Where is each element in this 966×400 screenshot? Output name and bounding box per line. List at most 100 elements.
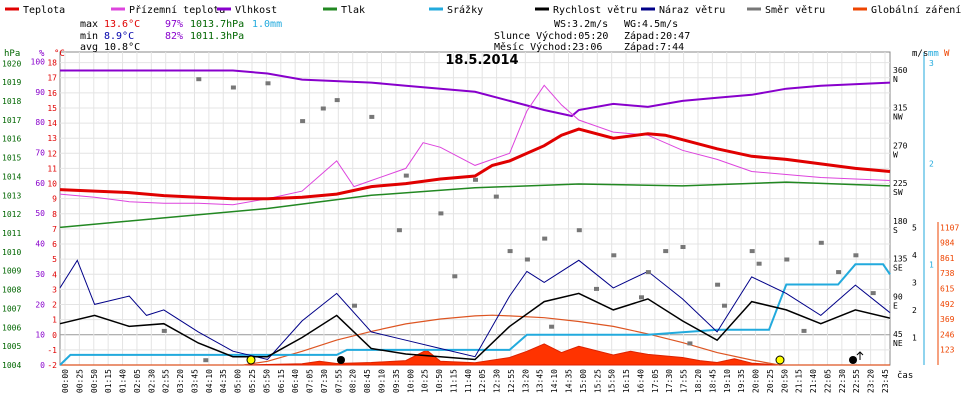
stat-max-label: max (80, 19, 98, 30)
pct-tick-label: 20 (35, 300, 45, 309)
x-tick-label: 07:30 (320, 369, 329, 393)
x-tick-label: 10:25 (421, 369, 430, 393)
wind-direction-point (452, 274, 458, 279)
wind-direction-point (438, 211, 444, 216)
temp-tick-label: -1 (47, 346, 57, 355)
stat-max-press: 1013.7hPa (190, 19, 244, 30)
wind-direction-point (715, 282, 721, 287)
temp-tick-label: 11 (47, 164, 57, 173)
w-tick-label: 984 (940, 239, 955, 248)
x-tick-label: 17:55 (680, 369, 689, 393)
dir-tick-letter: NE (893, 339, 903, 348)
temp-tick-label: 15 (47, 104, 57, 113)
x-tick-label: 05:25 (248, 369, 257, 393)
temp-tick-label: 13 (47, 134, 57, 143)
wind-direction-point (687, 341, 693, 346)
ms-tick-label: 2 (912, 306, 917, 315)
legend-label: Náraz větru (659, 4, 725, 16)
hpa-tick-label: 1004 (2, 361, 21, 370)
pct-tick-label: 30 (35, 270, 45, 279)
x-axis-title: čas (897, 370, 913, 381)
x-tick-label: 16:40 (636, 369, 645, 393)
ms-tick-label: 5 (912, 223, 917, 232)
x-tick-label: 05:00 (234, 369, 243, 393)
series-humidity (60, 69, 891, 118)
wind-direction-point (507, 249, 513, 254)
hpa-tick-label: 1012 (2, 210, 21, 219)
moonrise-marker (849, 356, 857, 364)
wind-ws: WS:3.2m/s (554, 19, 608, 30)
x-tick-label: 09:10 (377, 369, 386, 393)
hpa-tick-label: 1018 (2, 97, 21, 106)
x-tick-label: 06:40 (291, 369, 300, 393)
x-tick-label: 06:15 (277, 369, 286, 393)
legend-label: Směr větru (765, 4, 825, 16)
mm-axis-title: mm (928, 49, 939, 59)
temp-tick-label: 3 (52, 285, 57, 294)
series-temperature (59, 127, 891, 201)
x-tick-label: 11:40 (464, 369, 473, 393)
x-tick-label: 13:45 (536, 369, 545, 393)
hpa-tick-label: 1006 (2, 323, 21, 332)
x-tick-label: 01:40 (119, 369, 128, 393)
wind-direction-point (722, 303, 727, 308)
x-tick-label: 08:45 (363, 369, 372, 393)
legend-label: Tlak (341, 5, 365, 16)
series-ground-temperature (59, 84, 891, 206)
dir-tick-label: 360 (893, 66, 908, 75)
moon-rise: Měsíc Východ:23:06 (494, 41, 602, 53)
sunset-marker (775, 355, 785, 365)
x-tick-label: 18:20 (694, 369, 703, 393)
x-tick-label: 10:50 (435, 369, 444, 393)
ms-tick-label: 4 (912, 251, 917, 260)
moonrise-arrow-icon (856, 351, 864, 360)
temp-tick-label: 14 (47, 119, 57, 128)
dir-tick-label: 225 (893, 179, 908, 188)
w-tick-label: 615 (940, 284, 955, 293)
grid (60, 52, 890, 366)
hpa-tick-label: 1020 (2, 59, 21, 68)
hpa-tick-label: 1016 (2, 135, 21, 144)
w-tick-label: 492 (940, 300, 955, 309)
pct-tick-label: 90 (35, 88, 45, 97)
wind-direction-point (818, 240, 824, 245)
x-tick-label: 16:15 (622, 369, 631, 393)
astro-block: WS:3.2m/s WG:4.5m/s Slunce Východ:05:20 … (494, 19, 690, 53)
wind-direction-point (369, 114, 375, 119)
series-pressure (59, 181, 891, 229)
x-tick-label: 22:55 (852, 369, 861, 393)
wind-direction-point (870, 291, 876, 296)
temp-tick-label: 2 (52, 301, 57, 310)
stat-min-temp: 8.9°C (104, 31, 134, 42)
x-tick-label: 17:30 (665, 369, 674, 393)
wind-direction-point (203, 358, 209, 363)
pct-tick-label: 0 (40, 361, 45, 370)
x-tick-label: 19:10 (723, 369, 732, 393)
x-tick-label: 00:50 (90, 369, 99, 393)
w-tick-label: 123 (940, 346, 955, 355)
dir-tick-label: 270 (893, 141, 908, 150)
x-tick-label: 18:45 (708, 369, 717, 393)
sun-moon-markers (246, 351, 864, 365)
wind-direction-point (784, 257, 790, 262)
stat-avg-temp: 10.8°C (104, 42, 140, 53)
pct-tick-label: 60 (35, 179, 45, 188)
legend-label: Teplota (23, 5, 65, 16)
wind-direction-point (853, 253, 859, 258)
x-tick-label: 15:25 (593, 369, 602, 393)
pct-axis-title: % (39, 49, 45, 59)
dir-tick-label: 90 (893, 292, 903, 301)
wind-direction-point (196, 77, 202, 82)
wind-direction-point (352, 303, 357, 308)
dir-tick-letter: N (893, 75, 898, 84)
wind-direction-point (542, 236, 548, 241)
moonset-marker (337, 356, 345, 364)
temp-tick-label: 5 (52, 255, 57, 264)
x-tick-label: 12:55 (507, 369, 516, 393)
x-tick-label: 23:45 (881, 369, 890, 393)
wind-direction-point (334, 98, 340, 103)
x-tick-label: 15:50 (608, 369, 617, 393)
axes-layer: 00:00 00:25 00:50 01:15 01:40 02:05 02:30 02:55… (2, 52, 959, 393)
x-tick-label: 03:45 (190, 369, 199, 393)
